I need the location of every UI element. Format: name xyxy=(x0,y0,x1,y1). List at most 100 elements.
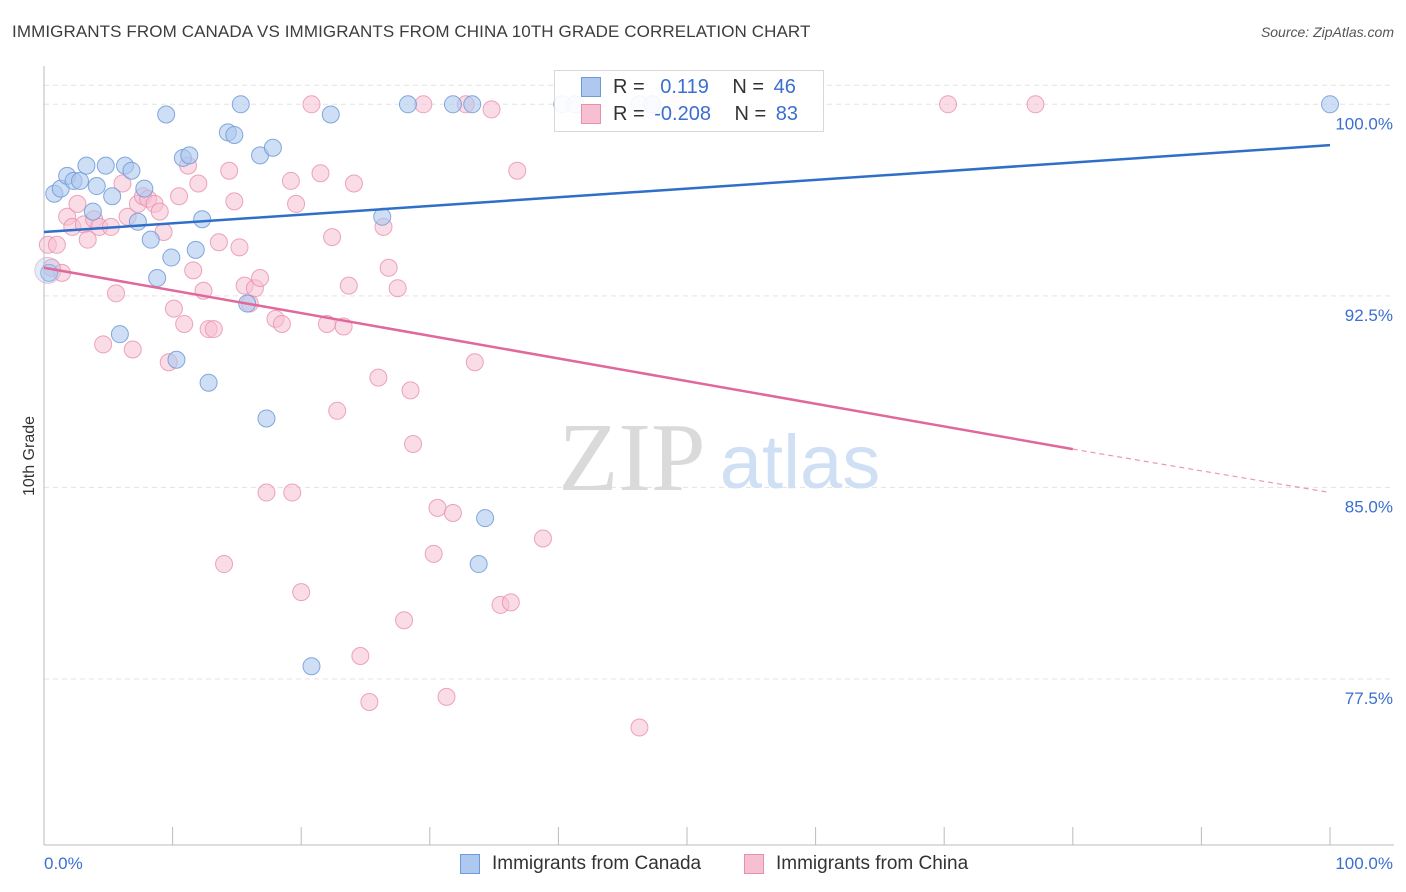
china-point xyxy=(220,161,239,180)
china-point xyxy=(404,435,423,454)
canada-point xyxy=(443,95,462,114)
china-point xyxy=(107,284,126,303)
china-point xyxy=(215,555,234,574)
china-point xyxy=(150,202,169,221)
canada-point xyxy=(87,177,106,196)
china-point xyxy=(630,718,649,737)
canada-point xyxy=(193,210,212,229)
china-point xyxy=(482,100,501,119)
china-point xyxy=(123,340,142,359)
canada-r-label: R = xyxy=(613,75,645,98)
china-point xyxy=(311,164,330,183)
watermark-zip: ZIP xyxy=(559,404,706,512)
china-point xyxy=(94,335,113,354)
canada-point xyxy=(122,161,141,180)
canada-point xyxy=(263,138,282,157)
canada-point xyxy=(1321,95,1339,114)
china-point xyxy=(230,238,249,257)
china-point xyxy=(78,230,97,249)
watermark-atlas: atlas xyxy=(720,420,881,505)
china-point xyxy=(344,174,363,193)
china-r-value: -0.208 xyxy=(654,102,711,125)
canada-point xyxy=(128,212,147,231)
china-legend-swatch xyxy=(744,854,764,874)
canada-point xyxy=(83,202,102,221)
china-point xyxy=(184,261,203,280)
china-trend-line xyxy=(43,266,1074,451)
x-tick-label: 0.0% xyxy=(44,854,83,873)
canada-legend-swatch xyxy=(460,854,480,874)
canada-point xyxy=(302,657,321,676)
china-point xyxy=(360,692,379,711)
china-point xyxy=(328,401,347,420)
china-legend-label: Immigrants from China xyxy=(776,853,969,874)
canada-point xyxy=(148,268,167,287)
y-tick-label: 92.5% xyxy=(1345,306,1393,325)
tick-labels: 77.5% 85.0% 92.5% 100.0% 0.0% 100.0% xyxy=(44,114,1393,873)
china-point xyxy=(351,646,370,665)
china-point xyxy=(395,611,414,630)
china-points xyxy=(38,95,1045,737)
china-point xyxy=(369,368,388,387)
china-point xyxy=(437,687,456,706)
x-tick-label: 100.0% xyxy=(1335,854,1393,873)
canada-point xyxy=(135,179,154,198)
china-point xyxy=(428,498,447,517)
china-point xyxy=(323,228,342,247)
china-point xyxy=(204,320,223,339)
canada-point xyxy=(141,230,160,249)
canada-point xyxy=(157,105,176,124)
china-point xyxy=(283,483,302,502)
canada-point xyxy=(186,240,205,259)
china-point xyxy=(939,95,958,114)
canada-trend-line xyxy=(43,143,1331,234)
canada-point xyxy=(103,187,122,206)
china-point xyxy=(501,593,520,612)
china-point xyxy=(272,314,291,333)
canada-n-value: 46 xyxy=(773,75,796,98)
china-point xyxy=(302,95,321,114)
canada-point xyxy=(476,509,495,528)
china-point xyxy=(508,161,527,180)
china-point xyxy=(68,194,87,213)
canada-point xyxy=(71,171,90,190)
china-point xyxy=(189,174,208,193)
china-point xyxy=(164,299,183,318)
china-trend-extension xyxy=(1072,448,1331,494)
china-r-label: R = xyxy=(613,102,645,125)
china-point xyxy=(533,529,552,548)
china-point xyxy=(225,192,244,211)
china-point xyxy=(379,258,398,277)
china-point xyxy=(251,268,270,287)
watermark: ZIP atlas xyxy=(559,404,881,512)
y-tick-label: 85.0% xyxy=(1345,497,1393,516)
china-point xyxy=(388,279,407,298)
canada-points xyxy=(34,95,1339,676)
canada-point xyxy=(231,95,250,114)
china-point xyxy=(287,194,306,213)
china-swatch xyxy=(581,104,601,124)
china-point xyxy=(281,171,300,190)
china-point xyxy=(113,174,132,193)
china-point xyxy=(1026,95,1045,114)
china-point xyxy=(401,381,420,400)
china-point xyxy=(175,314,194,333)
canada-point xyxy=(167,350,186,369)
canada-point xyxy=(180,146,199,165)
china-point xyxy=(257,483,276,502)
china-point xyxy=(424,544,443,563)
axes xyxy=(43,66,1394,846)
canada-point xyxy=(257,409,276,428)
y-tick-label: 100.0% xyxy=(1335,114,1393,133)
canada-legend-label: Immigrants from Canada xyxy=(492,853,702,874)
trend-lines xyxy=(43,143,1331,494)
canada-point xyxy=(463,95,482,114)
y-tick-label: 77.5% xyxy=(1345,689,1393,708)
china-point xyxy=(170,187,189,206)
chart-title: IMMIGRANTS FROM CANADA VS IMMIGRANTS FRO… xyxy=(12,22,811,41)
china-point xyxy=(443,503,462,522)
china-n-value: 83 xyxy=(775,102,799,125)
china-point xyxy=(339,276,358,295)
china-point xyxy=(209,233,228,252)
